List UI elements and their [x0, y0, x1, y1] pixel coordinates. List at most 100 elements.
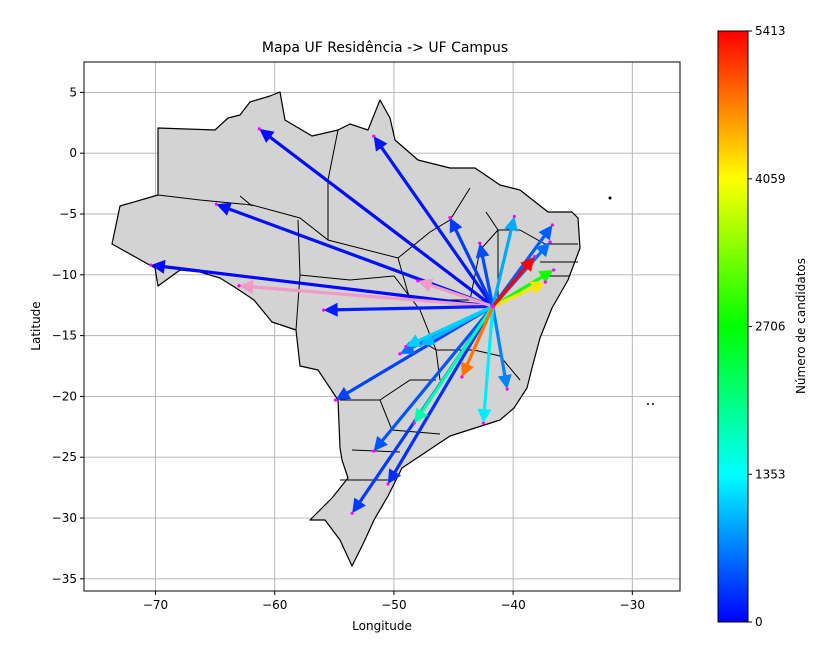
- x-tick-label: −60: [262, 598, 287, 612]
- arrow-head: [335, 386, 352, 401]
- origin-point: [321, 308, 326, 312]
- axes-frame: [83, 61, 681, 592]
- arrow-head: [449, 217, 463, 234]
- x-tick-label: −50: [381, 598, 406, 612]
- arrow-head: [535, 241, 551, 258]
- arrow-head: [520, 256, 535, 272]
- arrow-head: [373, 435, 388, 452]
- origin-point: [532, 254, 537, 259]
- flow-arrow-se: [491, 280, 547, 309]
- arrow-head: [417, 278, 434, 293]
- flow-arrow-to: [404, 304, 495, 349]
- origin-point: [416, 279, 420, 283]
- y-tick-label: −35: [52, 572, 77, 586]
- origin-point: [505, 387, 509, 391]
- flow-arrow-mt: [321, 302, 495, 317]
- arrow-shaft: [482, 304, 495, 411]
- y-tick-label: −5: [59, 207, 77, 221]
- island-fernando-de-noronha: [608, 196, 612, 200]
- y-tick-label: −25: [52, 450, 77, 464]
- origin-point: [552, 268, 556, 272]
- colorbar-tick-label: 0: [755, 615, 763, 629]
- arrow-head: [504, 216, 518, 232]
- origin-point: [214, 202, 218, 206]
- origin-point: [237, 284, 241, 288]
- arrow-shaft: [429, 283, 495, 309]
- flow-arrow-ma: [448, 216, 495, 309]
- arrow-head: [399, 341, 416, 354]
- arrow-shaft: [491, 304, 507, 377]
- origin-point: [448, 216, 452, 220]
- arrow-shaft: [465, 304, 495, 366]
- arrow-shaft: [393, 304, 495, 474]
- flow-arrow-rr: [257, 127, 495, 309]
- arrow-shaft: [163, 265, 495, 309]
- origin-point: [404, 344, 408, 349]
- y-tick-label: −15: [52, 329, 77, 343]
- y-axis-ticks: 5 0 −5 −10 −15 −20 −25 −30 −35: [52, 85, 84, 586]
- arrow-head: [538, 224, 553, 241]
- colorbar-tick-label: 4059: [755, 172, 786, 186]
- y-tick-label: 5: [69, 85, 77, 99]
- flow-arrow-ac: [149, 259, 495, 309]
- x-tick-label: −30: [620, 598, 645, 612]
- origin-point: [398, 352, 402, 356]
- flow-arrow-es: [491, 304, 512, 391]
- x-tick-label: −70: [143, 598, 168, 612]
- arrow-shaft: [491, 228, 513, 309]
- x-axis-label: Longitude: [352, 619, 412, 633]
- y-axis-label: Latitude: [29, 301, 43, 350]
- colorbar-ticks: 0 1353 2706 4059 5413: [748, 24, 786, 629]
- origin-point: [257, 127, 261, 131]
- island-trindade: [647, 403, 649, 405]
- origin-point: [543, 280, 547, 284]
- colorbar-label: Número de candidatos: [794, 258, 808, 394]
- flow-arrows: [149, 127, 556, 515]
- origin-point: [350, 511, 354, 515]
- flow-arrow-ro: [237, 279, 495, 309]
- arrow-head: [497, 374, 512, 390]
- x-tick-label: −40: [500, 598, 525, 612]
- arrow-shaft: [491, 286, 535, 309]
- arrow-shaft: [491, 265, 528, 309]
- arrow-head: [475, 243, 490, 259]
- arrow-head: [216, 202, 232, 216]
- campus-point: [490, 304, 495, 309]
- colorbar-tick-label: 5413: [755, 24, 786, 38]
- arrow-head: [387, 468, 402, 484]
- origin-point: [512, 214, 516, 219]
- arrow-head: [538, 269, 554, 284]
- state-borders: [157, 129, 578, 481]
- flow-arrow-ap: [372, 134, 495, 309]
- arrow-head: [352, 497, 366, 514]
- origin-point: [149, 263, 153, 267]
- arrow-head: [420, 332, 436, 346]
- arrow-head: [414, 407, 428, 424]
- arrow-shaft: [268, 135, 495, 309]
- y-tick-label: −20: [52, 389, 77, 403]
- island-martin-vaz: [652, 403, 654, 405]
- arrow-head: [461, 361, 474, 377]
- colorbar-tick-label: 2706: [755, 320, 786, 334]
- origin-point: [333, 398, 338, 402]
- origin-point: [481, 421, 485, 425]
- y-tick-label: 0: [69, 146, 77, 160]
- flow-arrow-pr: [372, 304, 495, 453]
- arrow-shaft: [335, 304, 495, 312]
- arrow-head: [529, 281, 546, 295]
- plot-area: [83, 61, 681, 592]
- arrow-shaft: [251, 285, 495, 309]
- origin-point: [550, 223, 555, 227]
- colorbar: [717, 30, 749, 623]
- arrow-head: [150, 259, 166, 274]
- arrow-head: [405, 334, 422, 348]
- origin-point: [372, 134, 376, 138]
- arrow-shaft: [416, 304, 495, 343]
- origin-point: [372, 449, 376, 453]
- origin-point: [460, 375, 464, 379]
- flow-arrow-pa: [416, 278, 495, 309]
- arrow-shaft: [420, 304, 495, 414]
- flow-arrow-pi: [475, 241, 495, 309]
- y-tick-label: −10: [52, 268, 77, 282]
- colorbar-tick-label: 1353: [755, 467, 786, 481]
